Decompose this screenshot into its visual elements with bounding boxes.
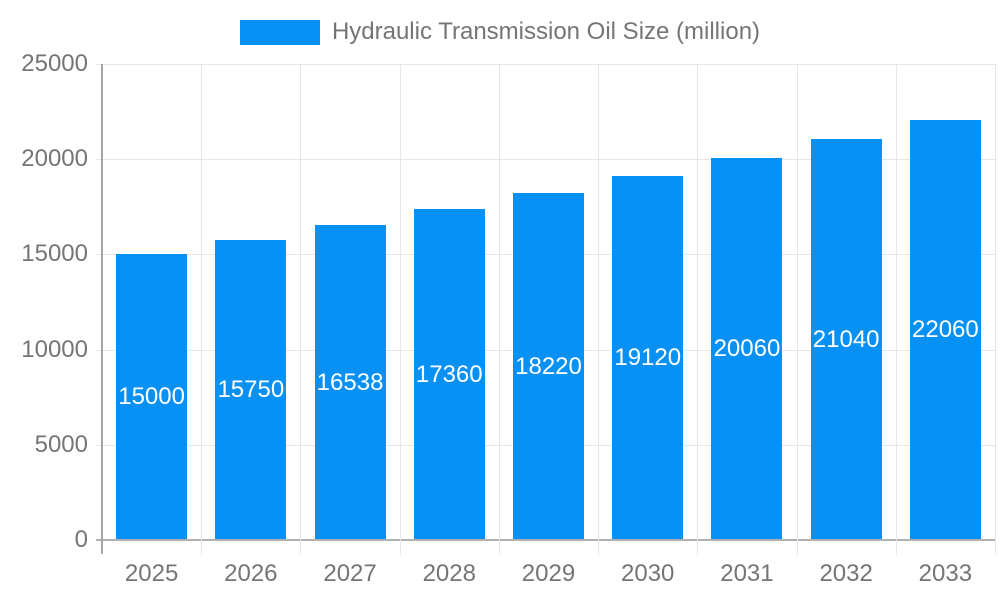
gridline-vertical xyxy=(201,64,203,555)
x-axis-baseline xyxy=(96,539,995,541)
bar-value-label: 16538 xyxy=(316,368,384,396)
x-axis-label: 2025 xyxy=(124,560,179,587)
gridline-vertical xyxy=(300,64,302,555)
y-axis-label: 15000 xyxy=(21,240,88,268)
gridline-vertical xyxy=(399,64,401,555)
gridline-horizontal xyxy=(96,159,995,161)
gridline-vertical xyxy=(498,64,500,555)
y-axis-label: 20000 xyxy=(21,145,88,173)
y-axis-line xyxy=(101,64,103,554)
gridline-vertical xyxy=(995,64,996,555)
bar[interactable] xyxy=(909,119,981,539)
bar[interactable] xyxy=(810,139,882,539)
x-axis-label: 2030 xyxy=(621,560,675,587)
y-axis-label: 0 xyxy=(74,526,88,553)
bar-value-label: 15750 xyxy=(217,376,285,404)
x-axis-label: 2027 xyxy=(323,560,377,587)
y-axis-label: 5000 xyxy=(34,430,88,458)
y-axis-label: 25000 xyxy=(21,50,88,77)
x-axis-label: 2028 xyxy=(422,560,476,587)
bar-value-label: 17360 xyxy=(415,360,483,388)
y-axis-label: 10000 xyxy=(21,335,88,363)
bar[interactable] xyxy=(116,254,188,539)
bar[interactable] xyxy=(612,175,684,539)
x-axis-label: 2031 xyxy=(720,560,774,587)
bar-value-label: 18220 xyxy=(515,352,582,380)
bar[interactable] xyxy=(711,158,783,539)
bar-value-label: 19120 xyxy=(614,343,682,371)
bar-value-label: 15000 xyxy=(118,383,185,411)
x-axis-label: 2026 xyxy=(224,560,278,587)
gridline-vertical xyxy=(796,64,798,555)
legend-swatch xyxy=(239,19,320,45)
gridline-horizontal xyxy=(96,64,995,65)
bar-value-label: 22060 xyxy=(912,315,979,343)
bar[interactable] xyxy=(314,225,386,539)
x-axis-label: 2032 xyxy=(819,560,873,587)
x-axis-label: 2029 xyxy=(521,560,576,587)
bar[interactable] xyxy=(215,240,287,539)
x-axis-label: 2033 xyxy=(918,560,973,587)
bar[interactable] xyxy=(513,193,584,539)
legend-label: Hydraulic Transmission Oil Size (million… xyxy=(331,18,761,45)
gridline-vertical xyxy=(598,64,600,555)
gridline-vertical xyxy=(895,64,897,555)
bar-value-label: 21040 xyxy=(812,325,880,353)
bar-value-label: 20060 xyxy=(713,335,781,363)
bar[interactable] xyxy=(413,209,485,539)
gridline-vertical xyxy=(697,64,699,555)
chart-legend[interactable]: Hydraulic Transmission Oil Size (million… xyxy=(0,18,1000,46)
